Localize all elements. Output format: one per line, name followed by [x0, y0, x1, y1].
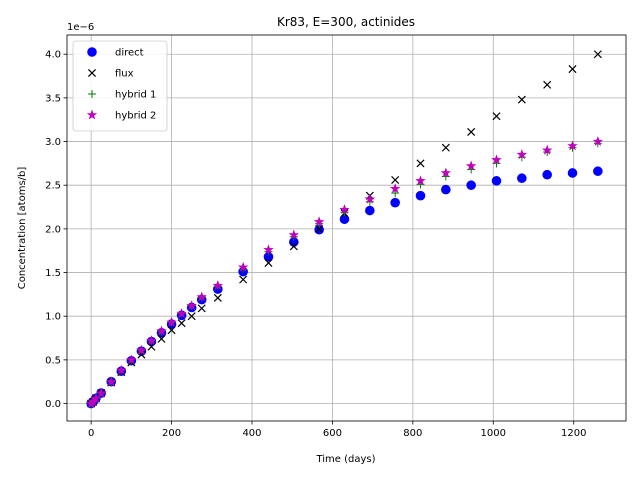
data-point	[313, 216, 325, 227]
data-point	[157, 334, 166, 343]
data-point	[517, 173, 527, 184]
legend-marker	[88, 90, 96, 98]
data-point	[90, 392, 102, 403]
data-point	[440, 167, 452, 178]
legend-entry: flux	[87, 68, 134, 80]
y-tick-label: 0.0	[45, 399, 61, 410]
x-axis: 0 200 400 600 800 1000 1200	[88, 421, 586, 439]
data-point	[415, 190, 426, 201]
data-point	[365, 205, 375, 216]
legend-entry: hybrid 1	[88, 90, 156, 101]
data-point	[213, 293, 222, 302]
data-point	[264, 258, 273, 267]
data-point	[542, 169, 552, 180]
data-point	[176, 308, 187, 319]
data-point	[116, 364, 127, 375]
y-tick-label: 3.5	[45, 93, 61, 104]
data-point	[288, 229, 300, 240]
data-point	[543, 80, 552, 89]
legend-marker	[86, 109, 98, 120]
y-tick-label: 1.5	[45, 268, 61, 279]
legend-entry: direct	[87, 47, 144, 59]
data-point	[237, 261, 249, 272]
data-point	[126, 354, 137, 365]
legend-label: flux	[115, 69, 134, 80]
data-point	[416, 159, 425, 168]
legend-label: hybrid 1	[115, 90, 156, 101]
legend-label: hybrid 2	[115, 111, 156, 122]
x-tick-label: 600	[323, 428, 342, 439]
y-axis-label: Concentration [atoms/b]	[17, 167, 28, 290]
data-point	[391, 175, 400, 184]
grid	[67, 35, 626, 421]
data-point	[167, 326, 176, 335]
data-point	[187, 312, 196, 321]
data-point	[136, 344, 147, 355]
x-tick-label: 800	[403, 428, 422, 439]
y-tick-label: 1.0	[45, 312, 61, 323]
data-point	[516, 149, 528, 160]
data-point	[166, 316, 177, 327]
data-point	[491, 154, 502, 165]
data-point	[186, 300, 197, 311]
data-point	[593, 166, 603, 177]
data-point	[567, 168, 578, 178]
x-axis-label: Time (days)	[315, 454, 375, 465]
data-point	[441, 184, 451, 195]
data-point	[492, 112, 501, 121]
data-point	[364, 193, 376, 204]
data-point	[146, 335, 157, 346]
chart-title: Kr83, E=300, actinides	[277, 15, 415, 29]
y-multiplier-label: 1e−6	[67, 22, 94, 33]
data-point	[567, 140, 578, 151]
legend-entry: hybrid 2	[86, 109, 156, 122]
data-point	[389, 183, 401, 194]
legend-marker	[87, 47, 97, 57]
series-hybrid-2	[85, 136, 604, 408]
legend-marker	[87, 68, 97, 78]
data-point	[239, 275, 248, 284]
data-point	[197, 304, 206, 313]
data-point	[465, 160, 477, 171]
data-point	[415, 175, 426, 186]
data-point	[156, 325, 167, 336]
x-tick-label: 1200	[561, 428, 586, 439]
x-tick-label: 400	[242, 428, 261, 439]
data-point	[568, 65, 577, 74]
data-point	[491, 176, 502, 186]
x-tick-label: 1000	[481, 428, 506, 439]
plot-frame	[66, 34, 627, 422]
y-tick-label: 3.0	[45, 137, 61, 148]
data-point	[106, 376, 117, 387]
legend: direct flux hybrid 1 hybrid 2	[72, 40, 168, 132]
data-point	[177, 319, 186, 328]
y-axis: 0.0 0.5 1.0 1.5 2.0 2.5 3.0 3.5 4.0	[45, 50, 67, 410]
y-tick-label: 2.5	[45, 181, 61, 192]
data-point	[339, 204, 350, 215]
y-tick-label: 2.0	[45, 224, 61, 235]
data-point	[212, 280, 224, 291]
data-point	[390, 197, 400, 208]
data-point	[593, 50, 602, 59]
data-point	[315, 224, 324, 233]
data-point	[541, 144, 553, 155]
y-tick-label: 0.5	[45, 355, 61, 366]
legend-box	[72, 40, 168, 132]
data-point	[95, 387, 107, 398]
data-point	[517, 95, 526, 104]
data-point	[289, 242, 298, 251]
legend-entries: direct flux hybrid 1 hybrid 2	[86, 47, 156, 122]
data-point	[467, 127, 476, 136]
x-tick-label: 200	[162, 428, 181, 439]
data-point	[466, 180, 476, 191]
legend-label: direct	[115, 48, 144, 59]
y-tick-label: 4.0	[45, 50, 61, 61]
x-tick-label: 0	[88, 428, 94, 439]
data-point	[592, 136, 604, 146]
data-point	[441, 143, 450, 152]
data-point	[196, 291, 207, 302]
data-point	[263, 244, 274, 255]
series-layer	[85, 50, 604, 409]
